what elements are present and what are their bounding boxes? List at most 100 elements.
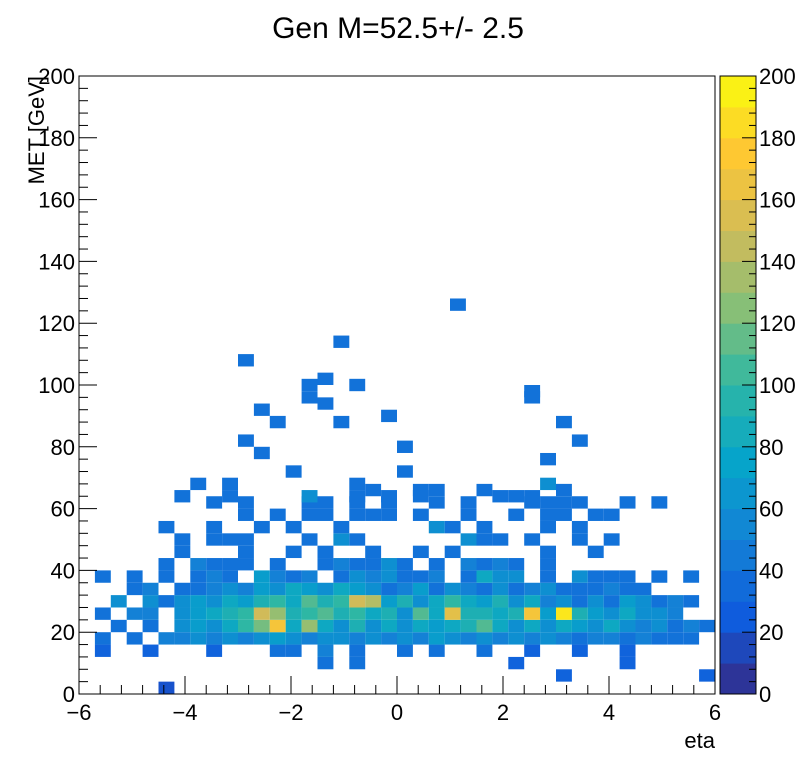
heatmap-cell — [524, 385, 541, 398]
heatmap-cell — [285, 644, 302, 657]
heatmap-cell — [397, 570, 413, 583]
heatmap-cell — [158, 595, 175, 608]
heatmap-cell — [190, 619, 207, 633]
heatmap-cell — [412, 490, 429, 503]
heatmap-cell — [269, 508, 286, 521]
heatmap-cell — [190, 607, 207, 620]
heatmap-cell — [540, 607, 556, 620]
heatmap-cell — [556, 496, 572, 509]
heatmap-cell — [460, 570, 477, 583]
heatmap-cell — [619, 656, 636, 670]
colorbar-band — [720, 570, 756, 602]
heatmap-cell — [381, 607, 397, 620]
heatmap-cell — [667, 619, 684, 633]
heatmap-cell — [206, 632, 223, 645]
heatmap-cell — [508, 490, 525, 503]
heatmap-cell — [158, 681, 175, 694]
heatmap-cell — [285, 520, 302, 534]
colorbar-band — [720, 477, 756, 510]
heatmap-cell — [365, 483, 382, 497]
heatmap-cell — [540, 558, 556, 571]
heatmap-cell — [460, 582, 477, 596]
heatmap-cell — [571, 632, 588, 645]
heatmap-cell — [619, 496, 636, 509]
heatmap-cell — [556, 595, 572, 608]
heatmap-cell — [492, 570, 509, 583]
heatmap-cell — [450, 298, 466, 311]
heatmap-cell — [333, 520, 350, 534]
heatmap-cell — [428, 595, 445, 608]
heatmap-cell — [651, 632, 668, 645]
colorbar-band — [720, 632, 756, 664]
heatmap-cell — [206, 607, 223, 620]
heatmap-cell — [206, 570, 223, 583]
heatmap-cell — [619, 632, 636, 645]
heatmap-cell — [317, 558, 334, 571]
heatmap-cell — [587, 508, 604, 521]
heatmap-cell — [317, 607, 334, 620]
heatmap-cell — [556, 508, 572, 521]
heatmap-cell — [381, 595, 397, 608]
heatmap-cell — [667, 632, 684, 645]
heatmap-cell — [476, 533, 493, 546]
heatmap-cell — [587, 582, 604, 596]
heatmap-cell — [476, 644, 493, 657]
heatmap-cell — [349, 582, 366, 596]
heatmap-cell — [317, 644, 334, 657]
heatmap-cell — [603, 619, 620, 633]
heatmap-cell — [397, 644, 413, 657]
heatmap-cell — [174, 490, 191, 503]
heatmap-cell — [492, 558, 509, 571]
heatmap-cell — [492, 607, 509, 620]
x-tick-label: −4 — [172, 700, 197, 725]
heatmap-cell — [206, 644, 223, 657]
heatmap-cell — [492, 533, 509, 546]
heatmap-cell — [428, 496, 445, 509]
heatmap-cell — [333, 415, 350, 429]
heatmap-cell — [238, 558, 254, 571]
heatmap-cell — [428, 483, 445, 497]
y-tick-label: 0 — [63, 682, 75, 707]
colorbar-tick-label: 100 — [759, 373, 796, 398]
heatmap-cell — [365, 619, 382, 633]
heatmap-cell — [699, 619, 715, 633]
heatmap-cell — [142, 582, 159, 596]
colorbar-band — [720, 539, 756, 571]
heatmap-cell — [476, 632, 493, 645]
heatmap-cell — [683, 595, 700, 608]
heatmap-cell — [238, 496, 254, 509]
heatmap-cell — [428, 607, 445, 620]
heatmap-cell — [317, 496, 334, 509]
heatmap-cell — [556, 632, 572, 645]
heatmap-cell — [444, 582, 461, 596]
heatmap-cell — [524, 582, 541, 596]
heatmap-cell — [126, 570, 143, 583]
heatmap-cell — [238, 545, 254, 559]
heatmap-cell — [460, 619, 477, 633]
heatmap-cell — [317, 372, 334, 385]
heatmap-cell — [349, 508, 366, 521]
heatmap-cell — [333, 558, 350, 571]
heatmap-cell — [253, 403, 270, 416]
heatmap-cell — [460, 607, 477, 620]
heatmap-cell — [556, 669, 572, 682]
heatmap-cell — [301, 378, 318, 392]
heatmap-cell — [349, 595, 366, 608]
heatmap-cell — [365, 545, 382, 559]
heatmap-cell — [651, 570, 668, 583]
y-tick-label: 140 — [38, 249, 75, 274]
heatmap-cell — [556, 619, 572, 633]
heatmap-cell — [397, 632, 413, 645]
heatmap-cell — [492, 490, 509, 503]
heatmap-cell — [285, 570, 302, 583]
heatmap-cell — [619, 644, 636, 657]
heatmap-cell — [508, 582, 525, 596]
heatmap-cell — [174, 595, 191, 608]
heatmap-cell — [301, 582, 318, 596]
heatmap-cell — [571, 644, 588, 657]
heatmap-cell — [365, 558, 382, 571]
heatmap-cell — [524, 607, 541, 620]
heatmap-cell — [333, 595, 350, 608]
heatmap-cell — [571, 533, 588, 546]
heatmap-cell — [349, 656, 366, 670]
